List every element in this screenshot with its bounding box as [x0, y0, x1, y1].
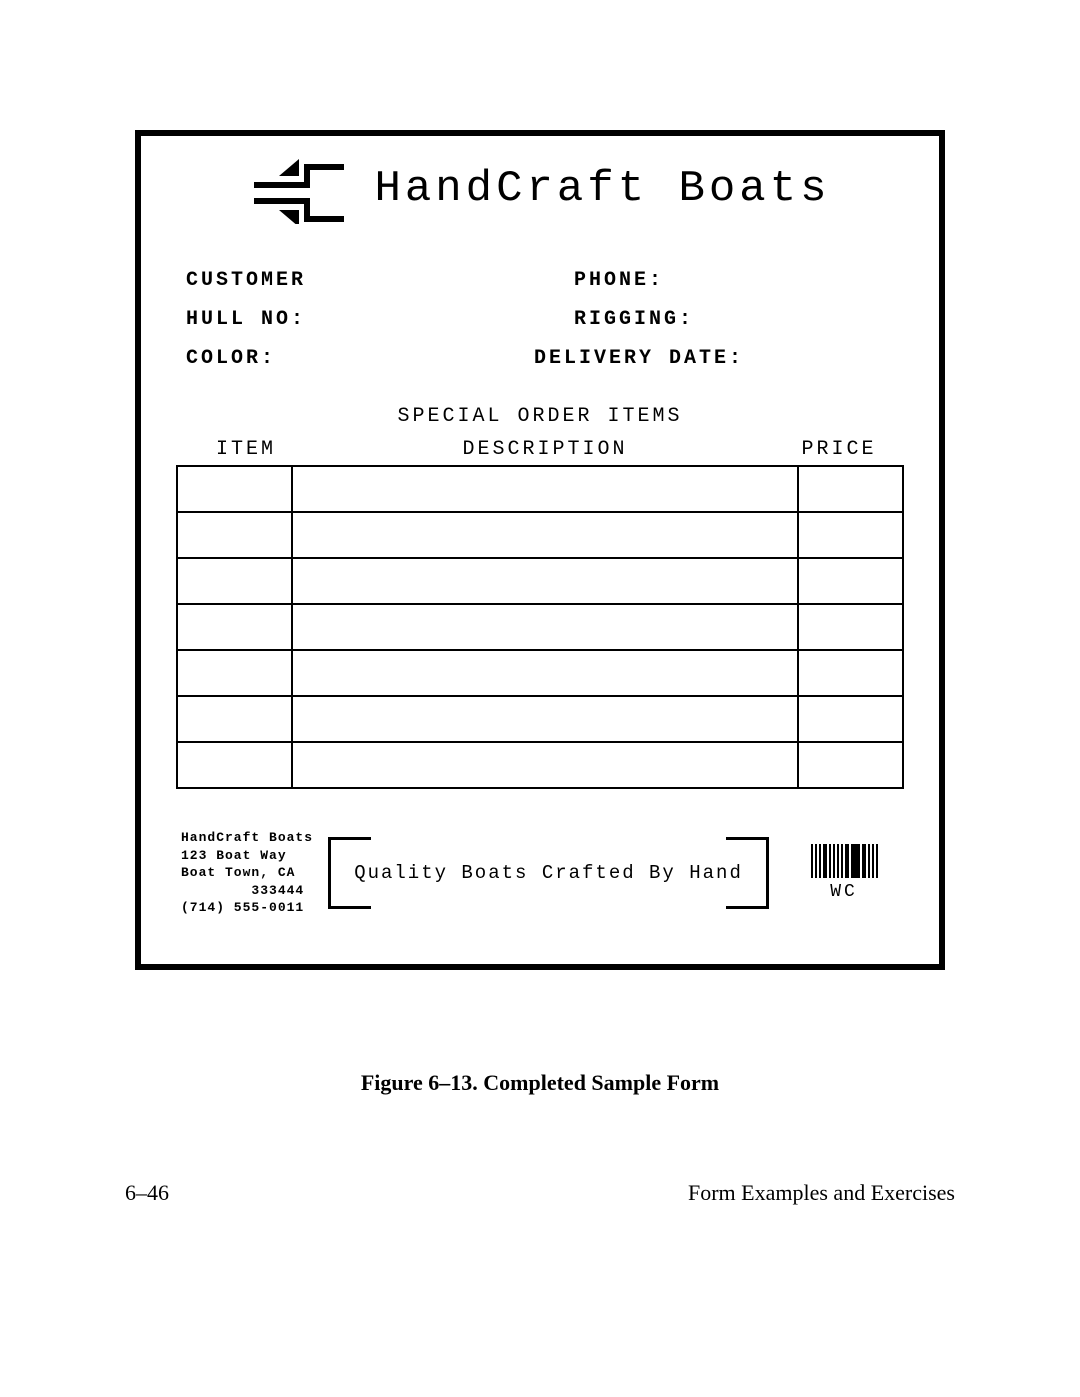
table-row: [177, 604, 903, 650]
form-header: HandCraft Boats: [176, 154, 904, 224]
color-label: COLOR:: [186, 347, 534, 370]
barcode-block: WC: [784, 844, 904, 902]
table-cell: [292, 604, 798, 650]
table-cell: [177, 466, 292, 512]
table-cell: [798, 604, 903, 650]
phone-label: PHONE:: [574, 269, 894, 292]
table-cell: [798, 742, 903, 788]
delivery-date-label: DELIVERY DATE:: [534, 347, 894, 370]
table-column-headers: ITEM DESCRIPTION PRICE: [176, 438, 904, 465]
table-cell: [292, 558, 798, 604]
items-tbody: [177, 466, 903, 788]
tagline-text: Quality Boats Crafted By Hand: [345, 862, 752, 884]
table-cell: [177, 650, 292, 696]
company-address: HandCraft Boats 123 Boat Way Boat Town, …: [181, 829, 313, 917]
table-cell: [177, 742, 292, 788]
table-cell: [177, 696, 292, 742]
page-footer: 6–46 Form Examples and Exercises: [125, 1180, 955, 1206]
table-row: [177, 466, 903, 512]
special-order-title: SPECIAL ORDER ITEMS: [176, 405, 904, 428]
table-cell: [798, 512, 903, 558]
table-cell: [292, 650, 798, 696]
table-cell: [798, 696, 903, 742]
boat-logo-icon: [249, 154, 349, 224]
page-number: 6–46: [125, 1180, 169, 1206]
col-desc: DESCRIPTION: [316, 438, 774, 461]
table-cell: [177, 604, 292, 650]
table-row: [177, 650, 903, 696]
document-page: HandCraft Boats CUSTOMER PHONE: HULL NO:…: [0, 0, 1080, 1397]
table-cell: [292, 696, 798, 742]
col-price: PRICE: [774, 438, 904, 461]
tagline-frame: Quality Boats Crafted By Hand: [328, 837, 769, 909]
order-form: HandCraft Boats CUSTOMER PHONE: HULL NO:…: [135, 130, 945, 970]
table-cell: [798, 650, 903, 696]
table-cell: [177, 558, 292, 604]
hull-no-label: HULL NO:: [186, 308, 574, 331]
barcode-label: WC: [784, 882, 904, 902]
table-cell: [292, 512, 798, 558]
table-row: [177, 558, 903, 604]
customer-fields: CUSTOMER PHONE: HULL NO: RIGGING: COLOR:…: [176, 269, 904, 370]
company-name: HandCraft Boats: [374, 164, 830, 214]
table-cell: [798, 558, 903, 604]
table-row: [177, 696, 903, 742]
rigging-label: RIGGING:: [574, 308, 894, 331]
table-row: [177, 742, 903, 788]
table-cell: [292, 742, 798, 788]
table-cell: [292, 466, 798, 512]
section-title: Form Examples and Exercises: [688, 1180, 955, 1206]
barcode-icon: [784, 844, 904, 878]
form-footer: HandCraft Boats 123 Boat Way Boat Town, …: [176, 829, 904, 917]
table-row: [177, 512, 903, 558]
items-table: [176, 465, 904, 789]
table-cell: [177, 512, 292, 558]
col-item: ITEM: [176, 438, 316, 461]
figure-caption: Figure 6–13. Completed Sample Form: [0, 1070, 1080, 1096]
table-cell: [798, 466, 903, 512]
customer-label: CUSTOMER: [186, 269, 574, 292]
